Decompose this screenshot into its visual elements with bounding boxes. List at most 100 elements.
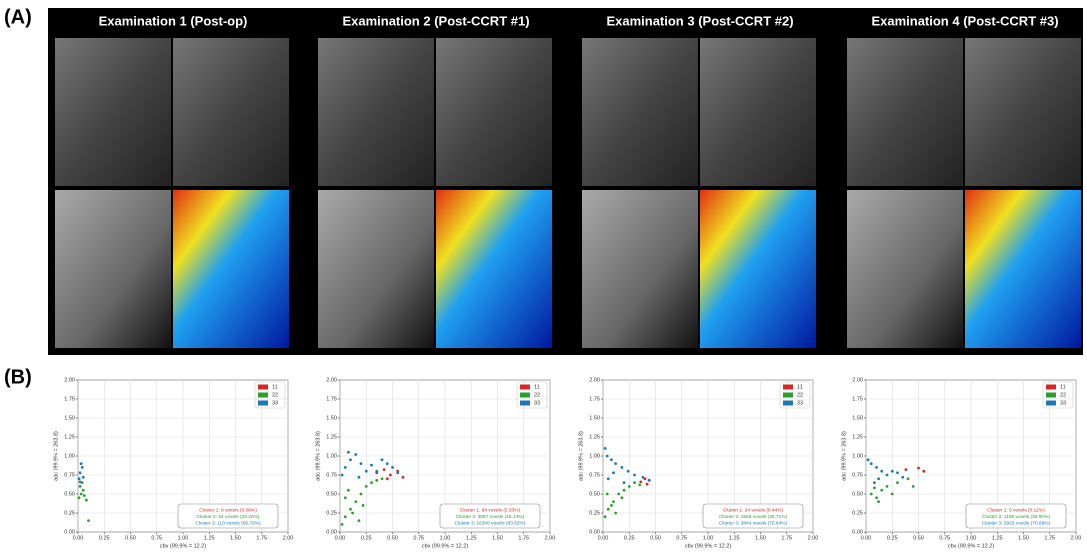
y-axis-label: adc (99.9% = 263.8)	[578, 431, 584, 481]
y-tick-label: 0.00	[64, 529, 75, 535]
scatter-point	[905, 468, 908, 471]
scatter-point	[80, 493, 83, 496]
scatter-point	[621, 466, 624, 469]
cluster-summary: Cluster 3: 2925 voxels (70.89%)	[982, 520, 1051, 526]
scatter-point	[396, 471, 399, 474]
scatter-point	[606, 455, 609, 458]
scatter-point	[614, 462, 617, 465]
x-axis-label: cbv (99.9% = 12.2)	[160, 543, 206, 549]
legend-label: 11	[797, 384, 803, 390]
y-tick-label: 0.75	[589, 472, 600, 478]
scatter-point	[381, 458, 384, 461]
scatter-point	[891, 493, 894, 496]
x-tick-label: 2.00	[283, 535, 294, 541]
y-tick-label: 0.75	[326, 472, 337, 478]
scatter-point	[633, 481, 636, 484]
scatter-point	[901, 476, 904, 479]
x-tick-label: 1.50	[755, 535, 766, 541]
legend-label: 33	[1060, 400, 1066, 406]
scatter-point	[82, 489, 85, 492]
legend-label: 22	[797, 392, 803, 398]
x-tick-label: 2.00	[545, 535, 556, 541]
mri-image	[700, 38, 816, 186]
legend-label: 22	[272, 392, 278, 398]
cluster-summary: Cluster 3: 3844 voxels (70.84%)	[719, 520, 788, 526]
cluster-summary: Cluster 2: 1558 voxels (28.71%)	[719, 514, 788, 520]
x-axis-label: cbv (99.9% = 12.2)	[422, 543, 468, 549]
x-tick-label: 2.00	[1071, 535, 1082, 541]
scatter-point	[83, 494, 86, 497]
scatter-point	[886, 485, 889, 488]
scatter-point	[375, 479, 378, 482]
scatter-point	[402, 476, 405, 479]
cluster-summary: Cluster 3: 110 voxels (56.79%)	[195, 520, 261, 526]
y-tick-label: 1.50	[589, 415, 600, 421]
legend-label: 22	[1060, 392, 1066, 398]
y-tick-label: 2.00	[852, 377, 863, 383]
scatter-point	[612, 500, 615, 503]
x-axis-label: cbv (99.9% = 12.2)	[948, 543, 994, 549]
y-tick-label: 1.75	[64, 396, 75, 402]
y-tick-label: 0.25	[852, 510, 863, 516]
x-tick-label: 1.00	[178, 535, 189, 541]
x-tick-label: 0.00	[861, 535, 872, 541]
scatter-point	[880, 470, 883, 473]
scatter-point	[383, 468, 386, 471]
y-tick-label: 1.50	[326, 415, 337, 421]
scatter-point	[628, 485, 631, 488]
page: (A) (B) Examination 1 (Post-op)Examinati…	[0, 0, 1087, 559]
scatter-point	[870, 462, 873, 465]
mri-image	[847, 38, 963, 186]
cluster-summary: Cluster 1: 24 voxels (0.44%)	[723, 507, 784, 513]
x-tick-label: 1.25	[729, 535, 740, 541]
x-axis-label: cbv (99.9% = 12.2)	[685, 543, 731, 549]
y-tick-label: 0.50	[326, 491, 337, 497]
cluster-summary: Cluster 1: 0 voxels (0.00%)	[199, 507, 257, 513]
scatter-point	[370, 481, 373, 484]
scatter-point	[358, 476, 361, 479]
legend-label: 11	[272, 384, 278, 390]
perfusion-map	[700, 190, 816, 348]
adc-image	[55, 190, 171, 348]
scatter-point	[349, 508, 352, 511]
scatter-point	[877, 500, 880, 503]
y-tick-label: 0.25	[589, 510, 600, 516]
scatter-point	[617, 493, 620, 496]
scatter-point	[360, 493, 363, 496]
scatter-point	[344, 496, 347, 499]
scatter-point	[873, 481, 876, 484]
x-tick-label: 0.50	[650, 535, 661, 541]
mri-image	[436, 38, 552, 186]
exam-title: Examination 1 (Post-op)	[99, 13, 248, 28]
legend-label: 33	[797, 400, 803, 406]
y-tick-label: 1.25	[852, 434, 863, 440]
cluster-summary: Cluster 1: 5 voxels (0.12%)	[987, 507, 1045, 513]
adc-image	[318, 190, 434, 348]
scatter-point	[639, 480, 642, 483]
y-tick-label: 0.50	[852, 491, 863, 497]
mri-image	[965, 38, 1081, 186]
x-tick-label: 0.25	[99, 535, 110, 541]
x-tick-label: 0.50	[387, 535, 398, 541]
scatter-point	[610, 504, 613, 507]
y-tick-label: 2.00	[326, 377, 337, 383]
y-tick-label: 1.75	[589, 396, 600, 402]
y-tick-label: 1.75	[326, 396, 337, 402]
perfusion-map	[436, 190, 552, 348]
scatter-point	[614, 512, 617, 515]
scatter-point	[81, 466, 84, 469]
scatter-point	[638, 483, 641, 486]
x-tick-label: 0.25	[361, 535, 372, 541]
scatter-point	[79, 471, 82, 474]
scatter-point	[358, 519, 361, 522]
x-tick-label: 0.75	[151, 535, 162, 541]
scatter-point	[341, 523, 344, 526]
legend-swatch	[1046, 401, 1056, 406]
scatter-point	[646, 483, 649, 486]
scatter-point	[362, 504, 365, 507]
x-tick-label: 1.75	[1044, 535, 1055, 541]
legend-swatch	[520, 385, 530, 390]
scatter-point	[365, 470, 368, 473]
exam-title: Examination 2 (Post-CCRT #1)	[342, 13, 529, 28]
scatter-point	[867, 458, 870, 461]
